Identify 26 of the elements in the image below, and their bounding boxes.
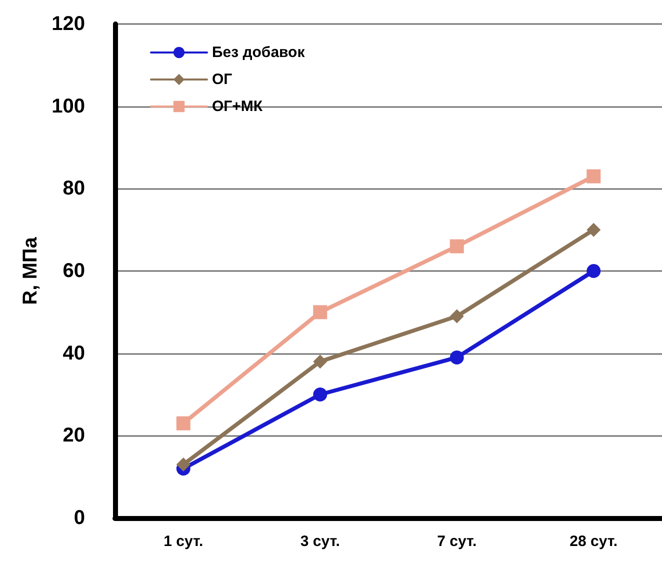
- y-tick-label: 20: [62, 424, 85, 447]
- point: [450, 239, 464, 254]
- x-tick-label: 3 сут.: [300, 533, 340, 550]
- legend-label: Без добавок: [212, 44, 306, 61]
- legend-label: ОГ: [212, 71, 233, 88]
- x-tick-label: 1 сут.: [164, 533, 204, 550]
- point: [586, 222, 601, 237]
- point: [586, 264, 601, 278]
- point: [313, 354, 328, 369]
- point: [586, 169, 601, 184]
- y-tick-label: 120: [52, 13, 85, 35]
- x-tick-label: 7 сут.: [437, 533, 477, 550]
- point: [450, 350, 464, 364]
- point: [176, 416, 190, 430]
- x-tick-label: 28 сут.: [570, 533, 618, 550]
- y-tick-label: 40: [62, 342, 85, 364]
- point: [176, 457, 190, 472]
- y-tick-label: 80: [62, 178, 85, 200]
- y-tick-label: 60: [62, 260, 85, 282]
- point: [313, 305, 328, 320]
- y-tick-label: 0: [74, 507, 85, 529]
- legend-label: ОГ+МК: [212, 98, 264, 115]
- point: [313, 388, 328, 402]
- y-axis-title: R, МПа: [20, 236, 42, 305]
- point: [450, 309, 464, 324]
- y-tick-label: 100: [52, 95, 85, 118]
